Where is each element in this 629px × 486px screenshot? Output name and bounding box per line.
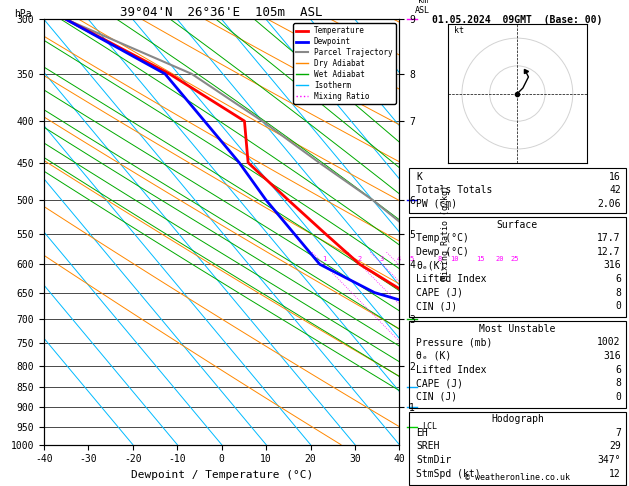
Text: 01.05.2024  09GMT  (Base: 00): 01.05.2024 09GMT (Base: 00)	[432, 15, 603, 25]
Text: Totals Totals: Totals Totals	[416, 185, 493, 195]
Text: 20: 20	[495, 256, 504, 262]
Text: Pressure (mb): Pressure (mb)	[416, 337, 493, 347]
Text: CAPE (J): CAPE (J)	[416, 288, 464, 298]
Text: 6: 6	[615, 364, 621, 375]
Text: Surface: Surface	[497, 220, 538, 230]
Text: 12: 12	[609, 469, 621, 479]
Text: hPa: hPa	[14, 9, 31, 19]
Legend: Temperature, Dewpoint, Parcel Trajectory, Dry Adiabat, Wet Adiabat, Isotherm, Mi: Temperature, Dewpoint, Parcel Trajectory…	[293, 23, 396, 104]
Text: 17.7: 17.7	[598, 233, 621, 243]
X-axis label: Dewpoint / Temperature (°C): Dewpoint / Temperature (°C)	[131, 470, 313, 480]
Text: 347°: 347°	[598, 455, 621, 465]
Text: LCL: LCL	[423, 422, 438, 431]
Text: 6: 6	[615, 274, 621, 284]
Text: 8: 8	[615, 288, 621, 298]
Text: 1: 1	[322, 256, 326, 262]
Text: Mixing Ratio (g/kg): Mixing Ratio (g/kg)	[441, 185, 450, 279]
Text: km
ASL: km ASL	[415, 0, 430, 15]
Text: Lifted Index: Lifted Index	[416, 274, 487, 284]
Text: 15: 15	[476, 256, 484, 262]
Text: CAPE (J): CAPE (J)	[416, 378, 464, 388]
Text: 16: 16	[609, 172, 621, 182]
Text: © weatheronline.co.uk: © weatheronline.co.uk	[465, 473, 570, 482]
Text: 316: 316	[603, 351, 621, 361]
Text: 29: 29	[609, 441, 621, 451]
Text: kt: kt	[454, 26, 464, 35]
Text: CIN (J): CIN (J)	[416, 301, 457, 312]
Text: SREH: SREH	[416, 441, 440, 451]
Text: 5: 5	[409, 256, 414, 262]
Text: 8: 8	[438, 256, 442, 262]
Text: Most Unstable: Most Unstable	[479, 324, 555, 334]
Text: EH: EH	[416, 428, 428, 438]
Text: 42: 42	[609, 185, 621, 195]
Title: 39°04'N  26°36'E  105m  ASL: 39°04'N 26°36'E 105m ASL	[121, 6, 323, 19]
Text: 8: 8	[615, 378, 621, 388]
Text: StmDir: StmDir	[416, 455, 452, 465]
Text: 0: 0	[615, 392, 621, 402]
Text: 3: 3	[380, 256, 384, 262]
Text: Temp (°C): Temp (°C)	[416, 233, 469, 243]
Text: θₑ (K): θₑ (K)	[416, 351, 452, 361]
Text: Dewp (°C): Dewp (°C)	[416, 247, 469, 257]
Text: PW (cm): PW (cm)	[416, 199, 457, 209]
Text: StmSpd (kt): StmSpd (kt)	[416, 469, 481, 479]
Text: θₑ(K): θₑ(K)	[416, 260, 446, 271]
Text: 12.7: 12.7	[598, 247, 621, 257]
Text: CIN (J): CIN (J)	[416, 392, 457, 402]
Text: 25: 25	[510, 256, 519, 262]
Text: 2: 2	[358, 256, 362, 262]
Text: K: K	[416, 172, 422, 182]
Text: 10: 10	[450, 256, 458, 262]
Text: 2.06: 2.06	[598, 199, 621, 209]
Text: 4: 4	[396, 256, 401, 262]
Text: 316: 316	[603, 260, 621, 271]
Text: 0: 0	[615, 301, 621, 312]
Text: 1002: 1002	[598, 337, 621, 347]
Text: Hodograph: Hodograph	[491, 414, 544, 424]
Text: 7: 7	[615, 428, 621, 438]
Text: Lifted Index: Lifted Index	[416, 364, 487, 375]
